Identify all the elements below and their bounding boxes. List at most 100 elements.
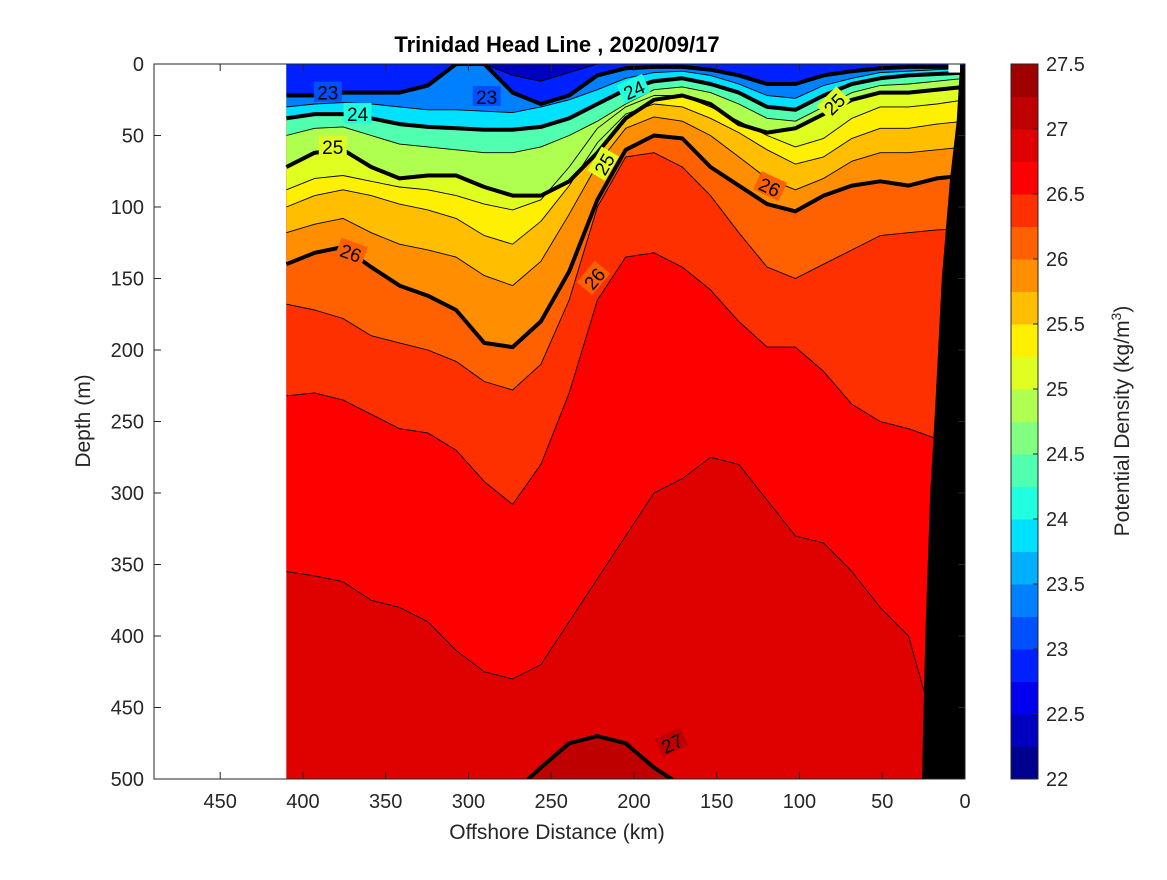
colorbar-segment [1011, 714, 1038, 747]
colorbar-segment [1011, 291, 1038, 325]
y-tick-label: 450 [111, 698, 144, 720]
x-tick-label: 300 [452, 791, 485, 813]
isopycnal-23 [286, 64, 965, 106]
isopycnal-26.25 [286, 152, 965, 391]
contour-label-bg [334, 237, 368, 267]
colorbar-tick-label: 23 [1046, 639, 1068, 661]
x-tick-label: 100 [783, 791, 816, 813]
colorbar-tick-label: 22 [1046, 769, 1068, 791]
colorbar-tick-label: 24 [1046, 509, 1068, 531]
colorbar-segment [1011, 486, 1038, 520]
x-tick-label: 450 [204, 791, 237, 813]
colorbar-segment [1011, 649, 1038, 682]
colorbar-segment [1011, 616, 1038, 650]
isopycnal-26.75 [286, 456, 955, 779]
colorbar-tick-label: 26 [1046, 249, 1068, 271]
contour-label-bg [816, 86, 851, 121]
colorbar-frame [1010, 63, 1039, 780]
isopycnal-23.5 [286, 67, 965, 114]
contour-label-bg [587, 146, 619, 181]
colorbar-tick-label: 25.5 [1046, 314, 1085, 336]
chart-title: Trinidad Head Line , 2020/09/17 [394, 32, 719, 57]
colorbar-tick-label: 26.5 [1046, 184, 1085, 206]
colorbar-tick-label: 27.5 [1046, 54, 1085, 76]
y-tick-label: 400 [111, 626, 144, 648]
contour-label-bg [753, 171, 788, 202]
contour-label: 24 [347, 105, 369, 126]
x-tick-label: 350 [369, 791, 402, 813]
contour-line-layer [285, 64, 965, 779]
isopycnal-27 [525, 734, 676, 779]
x-tick-label: 150 [700, 791, 733, 813]
colorbar-segment [1011, 64, 1038, 97]
isopycnal-26 [285, 133, 965, 350]
colorbar-segment [1011, 584, 1038, 617]
contour-label-bg [343, 103, 372, 124]
colorbar-segment [1011, 551, 1038, 585]
bathymetry-mask [922, 64, 965, 779]
isopycnal-25 [285, 84, 965, 198]
y-tick-label: 50 [122, 126, 144, 148]
colorbar-tick-label: 22.5 [1046, 704, 1085, 726]
colorbar-segment [1011, 356, 1038, 390]
isopycnal-26.5 [286, 252, 965, 505]
y-tick-label: 500 [111, 769, 144, 791]
colorbar-segment [1011, 96, 1038, 130]
colorbar-label-main: Potential Density (kg/m [1111, 320, 1134, 536]
x-tick-label: 250 [535, 791, 568, 813]
colorbar-segment [1011, 161, 1038, 195]
contour-label: 23 [476, 88, 497, 109]
isopycnal-25.75 [286, 116, 965, 287]
y-tick-label: 0 [133, 54, 144, 76]
y-tick-label: 300 [111, 483, 144, 505]
colorbar-segment [1011, 519, 1038, 552]
colorbar-label: Potential Density (kg/m3) [1108, 306, 1134, 537]
colorbar-segment [1011, 324, 1038, 357]
colorbar-tick-label: 25 [1046, 379, 1068, 401]
x-tick-label: 400 [286, 791, 319, 813]
nearshore-no-data [948, 64, 961, 73]
colorbar: 22 22.5 23 23.5 24 24.5 25 25.5 26 26.5 27 27.5 [1010, 54, 1085, 791]
contour-label: 23 [317, 84, 338, 105]
contour-label: 25 [322, 138, 343, 159]
colorbar-segment [1011, 746, 1038, 780]
isopycnal-24.5 [286, 77, 965, 154]
colorbar-segment [1011, 259, 1038, 292]
contour-band-23 [286, 64, 965, 104]
x-axis-label: Offshore Distance (km) [449, 821, 665, 844]
colorbar-segment [1011, 194, 1038, 227]
y-tick-label: 150 [111, 269, 144, 291]
axes-layer: 450 400 350 300 250 200 150 100 50 00501001502002… [111, 54, 971, 813]
x-tick-label: 0 [959, 791, 970, 813]
contour-label-bg [654, 727, 689, 758]
contour-label-bg [616, 73, 651, 104]
contour-label-bg [313, 81, 342, 102]
isopycnal-25.5 [286, 103, 965, 245]
y-axis-label: Depth (m) [72, 374, 95, 467]
colorbar-label-superscript: 3 [1108, 312, 1124, 320]
y-tick-label: 350 [111, 555, 144, 577]
contour-label-bg [576, 260, 611, 296]
colorbar-tick-label: 24.5 [1046, 444, 1085, 466]
colorbar-segment [1011, 389, 1038, 422]
y-tick-label: 200 [111, 340, 144, 362]
colorbar-segment [1011, 681, 1038, 715]
y-tick-label: 100 [111, 197, 144, 219]
colorbar-segment [1011, 226, 1038, 260]
contour-label-bg [472, 85, 501, 106]
colorbar-segment [1011, 454, 1038, 487]
isopycnal-25.25 [286, 95, 965, 211]
y-tick-label: 250 [111, 412, 144, 434]
colorbar-segment [1011, 129, 1038, 162]
colorbar-segment [1011, 421, 1038, 455]
colorbar-label-close: ) [1111, 306, 1134, 313]
x-tick-label: 200 [617, 791, 650, 813]
colorbar-tick-label: 27 [1046, 119, 1068, 141]
bathymetry-mask-layer [922, 64, 965, 779]
colorbar-tick-label: 23.5 [1046, 574, 1085, 596]
x-tick-label: 50 [871, 791, 893, 813]
contour-label-bg [318, 135, 347, 156]
